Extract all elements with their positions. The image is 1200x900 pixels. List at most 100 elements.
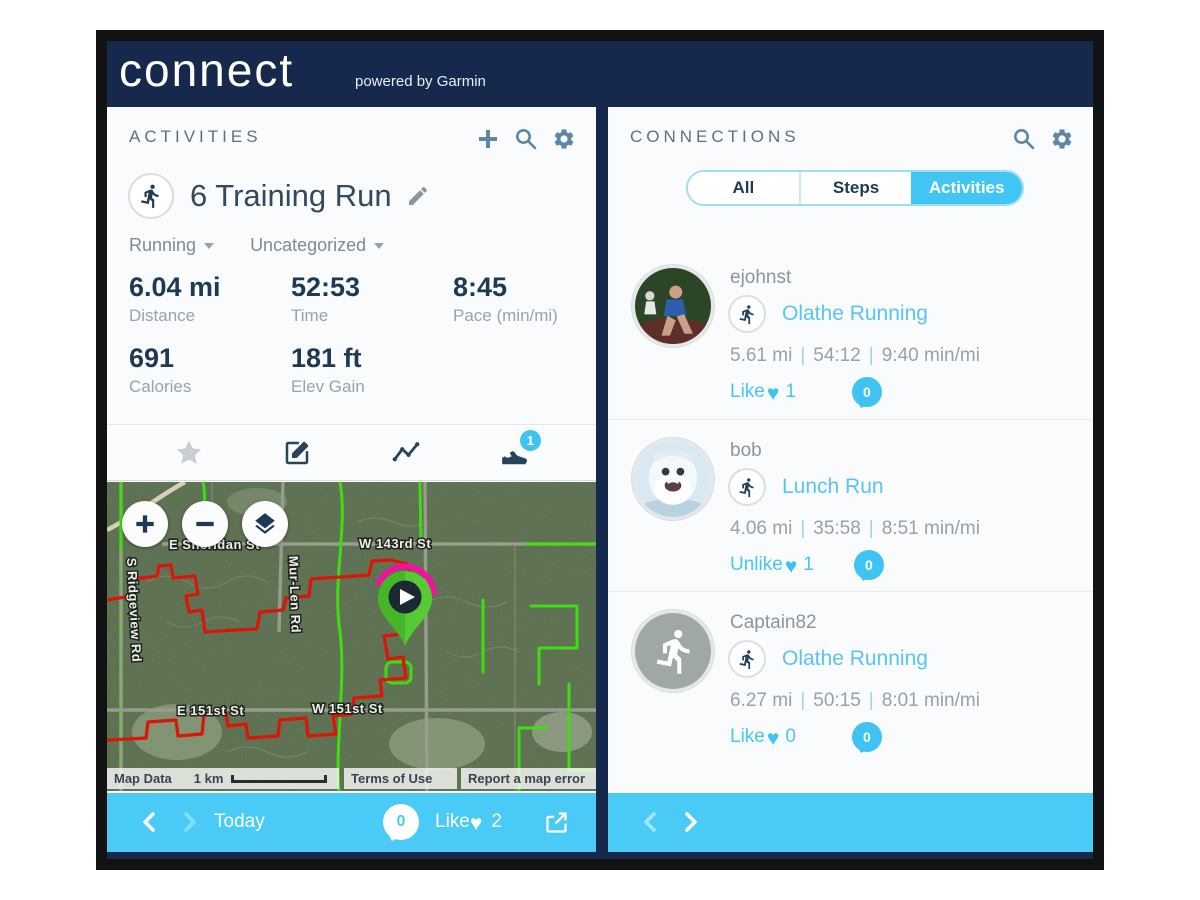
connection-username[interactable]: ejohnst <box>730 267 792 288</box>
connection-activity-link[interactable]: Olathe Running <box>782 647 928 670</box>
start-marker[interactable] <box>378 571 432 646</box>
favorite-star-icon[interactable] <box>174 438 204 468</box>
app-header: connect powered by Garmin <box>107 41 1093 107</box>
chevron-down-icon <box>374 242 385 249</box>
street-label: Mur-Len Rd <box>286 556 304 634</box>
next-page-chevron[interactable] <box>678 810 702 834</box>
map-layers-button[interactable] <box>242 501 288 547</box>
connection-stats: 4.06 mi | 35:58 | 8:51 min/mi <box>730 518 980 540</box>
connections-filter-tabs: All Steps Activities <box>686 170 1024 206</box>
comment-count: 0 <box>396 813 406 830</box>
stat-value: 52:53 <box>291 272 361 302</box>
connections-panel: CONNECTIONS All Steps Activities ejohnst… <box>608 107 1093 852</box>
connection-time: 35:58 <box>813 518 861 539</box>
like-button[interactable]: Like <box>730 381 765 402</box>
comment-count: 0 <box>863 384 871 400</box>
comment-bubble[interactable]: 0 <box>851 377 882 407</box>
add-activity-icon[interactable] <box>476 127 500 151</box>
connection-username[interactable]: Captain82 <box>730 612 817 633</box>
activity-toolbar: 1 <box>107 424 596 481</box>
separator: | <box>800 690 806 711</box>
activity-category-label: Uncategorized <box>250 235 367 255</box>
activity-dropdowns: Running Uncategorized <box>129 235 385 256</box>
gear-icon[interactable] <box>1050 127 1074 151</box>
activities-footer-bar: Today 0 Like ♥ 2 <box>107 793 596 852</box>
connection-activity-link[interactable]: Olathe Running <box>782 302 928 325</box>
running-icon <box>728 468 766 506</box>
map-scale-label: 1 km <box>193 771 224 786</box>
stat-distance: 6.04 mi Distance <box>129 272 221 326</box>
activity-map[interactable]: E Sheridan St W 143rd St Mur-Len Rd S Ri… <box>107 482 596 791</box>
comment-bubble[interactable]: 0 <box>853 550 884 580</box>
stat-value: 181 ft <box>291 343 362 373</box>
activity-name: 6 Training Run <box>190 178 392 213</box>
like-count: 1 <box>803 554 814 575</box>
like-count: 0 <box>785 726 796 747</box>
next-activity-chevron[interactable] <box>177 810 201 834</box>
gear-icon[interactable] <box>552 127 576 151</box>
separator: | <box>800 345 806 366</box>
like-button[interactable]: Like ♥ 2 <box>435 811 502 835</box>
connection-stats: 6.27 mi | 50:15 | 8:01 min/mi <box>730 690 980 712</box>
connect-logo: connect <box>119 44 295 96</box>
like-count: 1 <box>785 381 796 402</box>
connection-activity-link[interactable]: Lunch Run <box>782 475 884 498</box>
footer-date-label[interactable]: Today <box>214 811 265 832</box>
activities-panel: ACTIVITIES 6 Training Run Running Uncate… <box>107 107 596 852</box>
avatar[interactable] <box>632 438 714 520</box>
connection-pace: 8:01 min/mi <box>881 690 980 711</box>
activity-type-dropdown[interactable]: Running <box>129 235 215 256</box>
connection-card: bob Lunch Run 4.06 mi | 35:58 | 8:51 min/mi … <box>608 419 1093 591</box>
avatar[interactable] <box>632 265 714 347</box>
gear-shoe-icon[interactable]: 1 <box>499 429 541 468</box>
comment-count: 0 <box>863 729 871 745</box>
activity-type-label: Running <box>129 235 197 255</box>
activity-category-dropdown[interactable]: Uncategorized <box>250 235 385 256</box>
stat-label: Calories <box>129 377 192 396</box>
report-label: Report a map error <box>468 771 586 786</box>
comment-count: 0 <box>864 557 873 573</box>
search-icon[interactable] <box>514 127 538 151</box>
connections-panel-title: CONNECTIONS <box>630 127 800 146</box>
map-data-chip: Map Data 1 km <box>107 768 339 789</box>
street-label: S Ridgeview Rd <box>124 557 144 662</box>
connection-username[interactable]: bob <box>730 440 762 461</box>
chart-trend-icon[interactable] <box>391 438 421 468</box>
activities-title-row: ACTIVITIES <box>129 127 576 155</box>
running-icon <box>128 173 174 219</box>
unlike-button[interactable]: Unlike <box>730 554 783 575</box>
heart-icon: ♥ <box>766 726 780 750</box>
tab-activities[interactable]: Activities <box>911 172 1022 204</box>
terms-of-use-link[interactable]: Terms of Use <box>344 768 457 789</box>
separator: | <box>868 690 874 711</box>
heart-icon: ♥ <box>766 381 780 405</box>
edit-note-icon[interactable] <box>282 438 312 468</box>
connection-stats: 5.61 mi | 54:12 | 9:40 min/mi <box>730 345 980 367</box>
search-icon[interactable] <box>1012 127 1036 151</box>
like-count: 2 <box>491 811 502 832</box>
chevron-down-icon <box>204 242 215 249</box>
gear-count-badge: 1 <box>519 429 541 451</box>
tab-all[interactable]: All <box>688 172 799 204</box>
comment-bubble[interactable]: 0 <box>851 722 882 752</box>
map-zoom-out-button[interactable] <box>182 501 228 547</box>
map-data-label: Map Data <box>114 771 172 786</box>
like-button[interactable]: Like <box>730 726 765 747</box>
terms-label: Terms of Use <box>351 771 433 786</box>
report-map-error-link[interactable]: Report a map error <box>461 768 596 789</box>
separator: | <box>868 345 874 366</box>
running-icon <box>728 295 766 333</box>
connection-time: 50:15 <box>813 690 861 711</box>
edit-name-icon[interactable] <box>406 184 430 208</box>
stat-calories: 691 Calories <box>129 343 191 397</box>
avatar[interactable] <box>632 610 714 692</box>
prev-page-chevron[interactable] <box>639 810 663 834</box>
tab-steps[interactable]: Steps <box>798 172 912 204</box>
share-icon[interactable] <box>543 809 570 836</box>
stat-label: Pace (min/mi) <box>453 306 558 325</box>
comment-bubble[interactable]: 0 <box>383 804 419 840</box>
activity-title-row: 6 Training Run <box>128 173 430 219</box>
prev-activity-chevron[interactable] <box>138 810 162 834</box>
map-zoom-in-button[interactable] <box>122 501 168 547</box>
heart-icon: ♥ <box>469 811 483 835</box>
